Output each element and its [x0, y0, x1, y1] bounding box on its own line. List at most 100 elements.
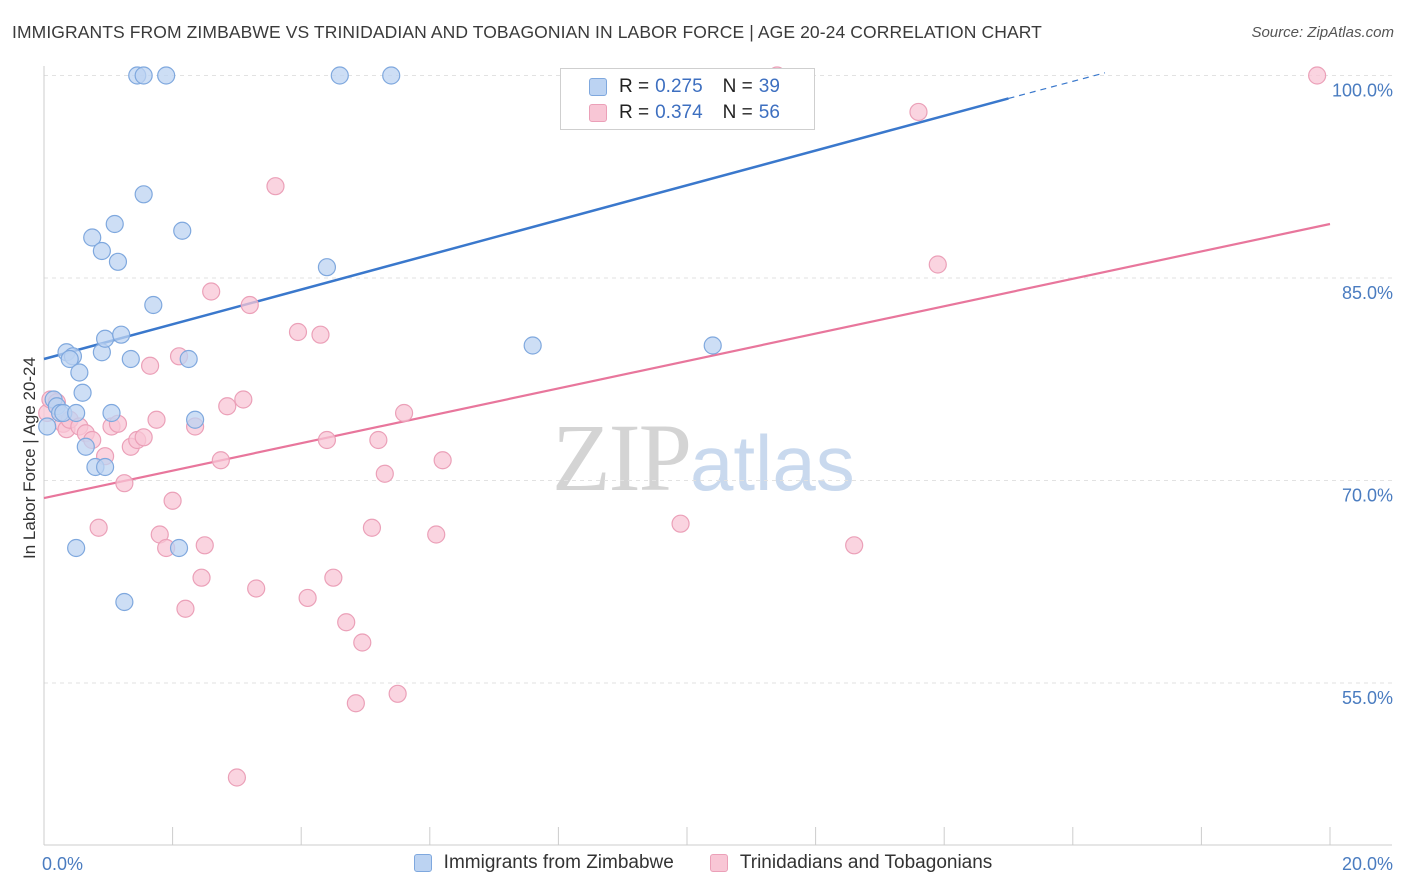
zipatlas-watermark: ZIPatlas [552, 402, 855, 513]
point-zimbabwe [60, 349, 79, 369]
point-trinidad [227, 768, 246, 787]
y-tick-label: 100.0% [1332, 81, 1393, 101]
point-trinidad [115, 474, 134, 493]
point-zimbabwe [186, 410, 205, 429]
legend-swatch-blue [413, 854, 432, 872]
axes [43, 66, 1392, 846]
point-zimbabwe [67, 538, 86, 558]
legend-n-label: N = [722, 102, 753, 123]
point-zimbabwe [382, 66, 401, 85]
point-zimbabwe [92, 241, 111, 261]
point-trinidad [211, 451, 230, 470]
point-trinidad [202, 282, 221, 301]
series-legend: Immigrants from Zimbabwe Trinidadians an… [0, 852, 1406, 874]
legend-r-value: 0.275 [655, 76, 703, 97]
point-zimbabwe [38, 417, 57, 436]
legend-r-label: R = [619, 102, 650, 123]
point-zimbabwe [169, 538, 189, 558]
point-zimbabwe [157, 66, 176, 85]
point-trinidad [909, 102, 928, 122]
point-trinidad [369, 430, 388, 450]
tick-labels: 55.0% 70.0% 85.0% 100.0% 0.0% 20.0% [42, 81, 1393, 875]
legend-row-trinidad: R = 0.374 N = 56 [589, 101, 780, 125]
grid-lines [44, 75, 1392, 684]
point-zimbabwe [134, 185, 153, 204]
point-zimbabwe [95, 457, 115, 477]
point-zimbabwe [102, 403, 121, 423]
data-points [38, 66, 1327, 787]
point-trinidad [337, 613, 356, 632]
point-zimbabwe [105, 214, 124, 234]
point-trinidad [845, 536, 864, 555]
point-trinidad [671, 514, 690, 533]
stats-legend: R = 0.275 N = 39 R = 0.374 N = 56 [560, 68, 815, 130]
point-zimbabwe [67, 403, 86, 423]
y-tick-label: 55.0% [1342, 688, 1393, 708]
legend-n-value: 39 [758, 76, 780, 97]
point-trinidad [176, 599, 195, 618]
point-zimbabwe [108, 252, 128, 271]
point-trinidad [163, 491, 182, 510]
point-trinidad [394, 403, 414, 423]
point-trinidad [928, 255, 947, 274]
point-trinidad [240, 295, 259, 315]
legend-swatch-pink [709, 854, 728, 872]
point-trinidad [298, 588, 317, 608]
point-zimbabwe [95, 329, 115, 348]
trend-line-trinidad [43, 222, 1331, 500]
point-trinidad [362, 518, 382, 537]
legend-r-value: 0.374 [655, 102, 703, 123]
y-tick-label: 70.0% [1342, 486, 1393, 506]
point-zimbabwe [73, 383, 92, 402]
chart-title: IMMIGRANTS FROM ZIMBABWE VS TRINIDADIAN … [12, 22, 1042, 42]
watermark-atlas: atlas [690, 419, 855, 507]
point-trinidad [147, 410, 166, 429]
point-zimbabwe [173, 221, 192, 240]
legend-r-label: R = [619, 76, 650, 97]
point-trinidad [375, 464, 394, 483]
point-trinidad [433, 451, 452, 470]
point-zimbabwe [70, 363, 89, 382]
legend-swatch-blue [589, 78, 607, 96]
trend-line-zimbabwe [43, 97, 1009, 361]
point-zimbabwe [83, 228, 102, 247]
point-zimbabwe [76, 437, 95, 456]
point-zimbabwe [121, 349, 140, 369]
point-trinidad [134, 428, 153, 447]
point-trinidad [311, 325, 330, 344]
point-trinidad [195, 536, 214, 555]
point-trinidad [266, 177, 285, 196]
point-trinidad [247, 579, 266, 598]
source-credit: Source: ZipAtlas.com [1251, 24, 1394, 41]
point-zimbabwe [317, 258, 337, 277]
legend-label-trinidad: Trinidadians and Tobagonians [739, 852, 993, 873]
point-trinidad [234, 390, 253, 409]
point-zimbabwe [523, 336, 542, 355]
watermark-zip: ZIP [552, 404, 692, 511]
trend-lines [43, 72, 1331, 500]
legend-row-zimbabwe: R = 0.275 N = 39 [589, 75, 780, 99]
trend-line-zimbabwe-extension [1008, 72, 1106, 100]
point-trinidad [288, 322, 308, 342]
point-zimbabwe [134, 66, 153, 85]
point-trinidad [427, 525, 446, 544]
point-zimbabwe [112, 325, 131, 344]
point-trinidad [353, 633, 372, 652]
point-zimbabwe [703, 336, 722, 355]
point-zimbabwe [144, 295, 163, 315]
legend-n-label: N = [722, 76, 753, 97]
point-trinidad [192, 568, 211, 587]
point-trinidad [140, 356, 160, 375]
x-tick-label-min: 0.0% [42, 854, 83, 874]
legend-label-zimbabwe: Immigrants from Zimbabwe [443, 852, 674, 873]
point-trinidad [1308, 66, 1327, 85]
legend-item-zimbabwe[interactable]: Immigrants from Zimbabwe [413, 852, 674, 874]
x-tick-label-max: 20.0% [1342, 854, 1393, 874]
point-trinidad [89, 518, 108, 537]
legend-swatch-pink [589, 104, 607, 122]
point-trinidad [388, 684, 407, 703]
point-zimbabwe [115, 592, 134, 612]
legend-item-trinidad[interactable]: Trinidadians and Tobagonians [709, 852, 993, 874]
y-tick-label: 85.0% [1342, 283, 1393, 303]
